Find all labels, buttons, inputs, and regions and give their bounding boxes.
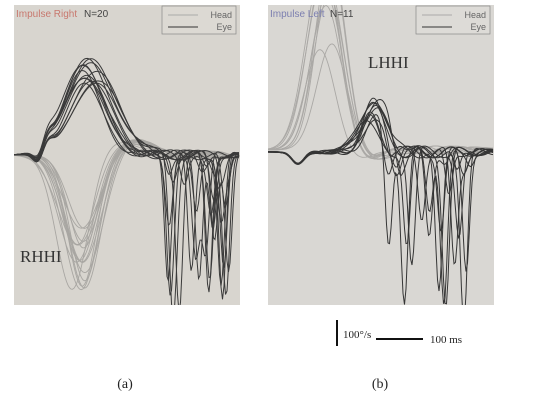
panel-label: RHHI (20, 247, 62, 266)
legend-label: Eye (216, 22, 232, 32)
caption: (a) (117, 377, 133, 392)
trace (268, 114, 494, 221)
trace (14, 64, 240, 282)
legend-label: Head (210, 10, 232, 20)
caption: (b) (372, 377, 389, 392)
legend-label: Head (464, 10, 486, 20)
panel-a-traces (14, 57, 240, 305)
legend-label: Eye (470, 22, 486, 32)
legend-box (415, 5, 491, 35)
trace-count: N=20 (84, 9, 109, 20)
panel-title: Impulse Right (16, 9, 77, 20)
trace (14, 80, 240, 305)
trace (268, 98, 494, 237)
legend-box (161, 5, 237, 35)
trace (14, 70, 240, 300)
panel-b-traces (268, 5, 494, 305)
time-scale-label: 100 ms (430, 334, 462, 346)
trace (268, 5, 494, 158)
velocity-scale-label: 100°/s (343, 329, 371, 341)
trace-count: N=11 (330, 9, 354, 20)
panel-title: Impulse Left (270, 9, 325, 20)
trace (14, 64, 240, 281)
panel-label: LHHI (368, 53, 409, 72)
